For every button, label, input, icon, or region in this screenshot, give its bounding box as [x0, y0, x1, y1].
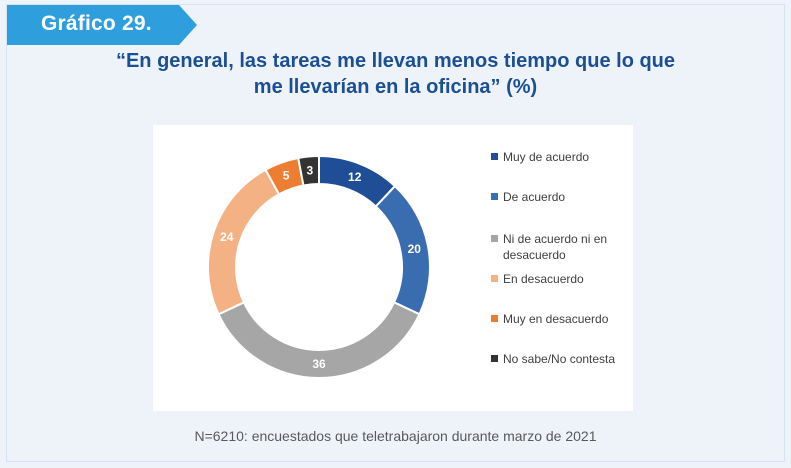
legend-label: De acuerdo: [503, 189, 631, 205]
legend-swatch: [491, 153, 498, 160]
chart-panel: 12 20 36 24 5 3 Muy de acuerdo De acuerdo Ni de…: [153, 125, 633, 411]
legend-label: No sabe/No contesta: [503, 351, 631, 367]
slice-label-3: 36: [312, 357, 326, 371]
legend-swatch: [491, 235, 498, 242]
legend-label: Muy de acuerdo: [503, 149, 631, 165]
donut-slice-4: [208, 170, 279, 315]
legend-swatch: [491, 275, 498, 282]
footnote: N=6210: encuestados que teletrabajaron d…: [0, 428, 791, 444]
donut-slice-2: [376, 186, 430, 314]
slice-label-2: 20: [408, 242, 422, 256]
slice-label-6: 3: [307, 163, 314, 177]
slice-label-1: 12: [348, 170, 362, 184]
figure-number: Gráfico 29.: [41, 12, 152, 36]
chart-title-line-1: “En general, las tareas me llevan menos …: [60, 48, 731, 74]
legend-swatch: [491, 193, 498, 200]
slice-label-5: 5: [283, 169, 290, 183]
slice-label-4: 24: [220, 230, 234, 244]
legend-label: En desacuerdo: [503, 271, 631, 287]
chart-title-line-2: me llevarían en la oficina” (%): [60, 74, 731, 100]
legend-swatch: [491, 355, 498, 362]
legend-label: Ni de acuerdo ni en desacuerdo: [503, 231, 631, 263]
donut-chart: 12 20 36 24 5 3: [153, 125, 633, 411]
legend-label: Muy en desacuerdo: [503, 311, 631, 327]
legend-swatch: [491, 315, 498, 322]
